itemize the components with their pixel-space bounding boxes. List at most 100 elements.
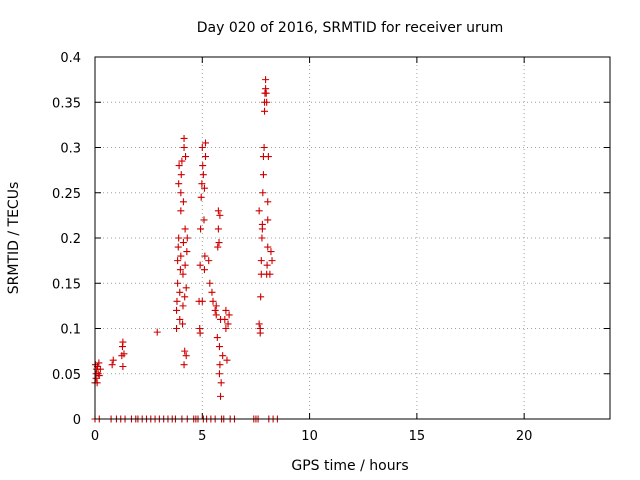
y-tick-label: 0.2 (60, 232, 81, 247)
data-point (225, 311, 233, 319)
y-tick-label: 0.05 (52, 368, 81, 383)
data-point (197, 225, 205, 233)
data-point (219, 352, 227, 360)
data-point (262, 85, 270, 93)
data-point (109, 356, 117, 364)
data-point (256, 329, 264, 337)
data-point (180, 134, 188, 142)
data-point (108, 361, 116, 369)
data-point (196, 261, 204, 269)
data-point (176, 315, 184, 323)
data-point (217, 392, 225, 400)
data-point (196, 329, 204, 337)
data-point (179, 320, 187, 328)
chart-title: Day 020 of 2016, SRMTID for receiver uru… (197, 20, 504, 36)
data-point (259, 171, 267, 179)
data-point (260, 144, 268, 151)
y-tick-label: 0.15 (52, 277, 81, 292)
data-point (262, 89, 270, 97)
data-point (200, 266, 208, 274)
data-point (264, 216, 272, 224)
data-point (183, 248, 191, 256)
data-point (208, 288, 216, 296)
y-tick-label: 0 (73, 413, 81, 428)
data-point (257, 293, 265, 301)
data-point (179, 270, 187, 278)
data-point (175, 234, 183, 242)
data-point (255, 320, 263, 328)
data-point (120, 350, 128, 358)
data-point (173, 325, 181, 332)
x-axis-label: GPS time / hours (291, 458, 408, 474)
data-point (206, 279, 214, 287)
data-point (176, 266, 184, 274)
data-point (182, 153, 190, 161)
data-point (182, 352, 190, 360)
data-point (205, 257, 213, 265)
data-point (201, 252, 209, 260)
data-point (180, 144, 188, 151)
data-point (224, 320, 232, 328)
data-point (267, 248, 275, 256)
data-point (182, 284, 190, 292)
data-point (177, 189, 185, 197)
data-point (221, 315, 229, 323)
data-point (213, 334, 221, 342)
x-tick-label: 15 (409, 429, 426, 444)
data-point (211, 306, 219, 314)
axis-ticks (94, 56, 610, 420)
data-point (175, 162, 183, 170)
data-point (177, 252, 185, 260)
data-point (262, 76, 270, 84)
data-point (214, 243, 222, 251)
data-point (119, 338, 127, 346)
data-point (95, 372, 103, 380)
x-tick-label: 5 (198, 429, 206, 444)
data-point (261, 107, 269, 115)
data-point (199, 171, 207, 179)
data-point (212, 302, 220, 310)
data-point (95, 359, 103, 367)
x-tick-label: 20 (516, 429, 533, 444)
data-point (268, 257, 276, 265)
data-point (215, 370, 223, 378)
data-point (153, 328, 161, 336)
data-point (216, 361, 224, 369)
data-point (173, 297, 181, 305)
plot-area-border (94, 56, 611, 420)
data-point (263, 98, 271, 106)
data-point (200, 184, 208, 192)
data-point (222, 306, 230, 314)
grid-lines (95, 57, 610, 419)
data-point (178, 157, 186, 165)
data-point (174, 279, 182, 287)
data-point (214, 225, 222, 233)
data-point (180, 361, 188, 369)
data-point (215, 239, 223, 247)
data-point (216, 211, 224, 219)
data-point (181, 293, 189, 301)
y-tick-label: 0.1 (60, 323, 81, 338)
data-point (214, 207, 222, 215)
data-point (212, 311, 220, 319)
y-tick-label: 0.25 (52, 187, 81, 202)
y-axis-label: SRMTID / TECUs (6, 182, 22, 295)
data-point (202, 153, 210, 161)
x-tick-label: 10 (301, 429, 318, 444)
data-point (255, 207, 263, 215)
y-tick-label: 0.3 (60, 142, 81, 157)
data-point (257, 257, 265, 265)
data-point (200, 216, 208, 224)
data-point (181, 225, 189, 233)
y-tick-label: 0.4 (60, 51, 81, 66)
y-tick-label: 0.35 (52, 96, 81, 111)
data-point (258, 234, 266, 242)
data-point (264, 198, 272, 206)
data-point (202, 139, 210, 147)
data-points (91, 76, 281, 423)
x-tick-label: 0 (91, 429, 99, 444)
data-point (258, 220, 266, 228)
data-point (96, 365, 104, 373)
data-point (223, 356, 231, 364)
data-point (119, 363, 127, 371)
